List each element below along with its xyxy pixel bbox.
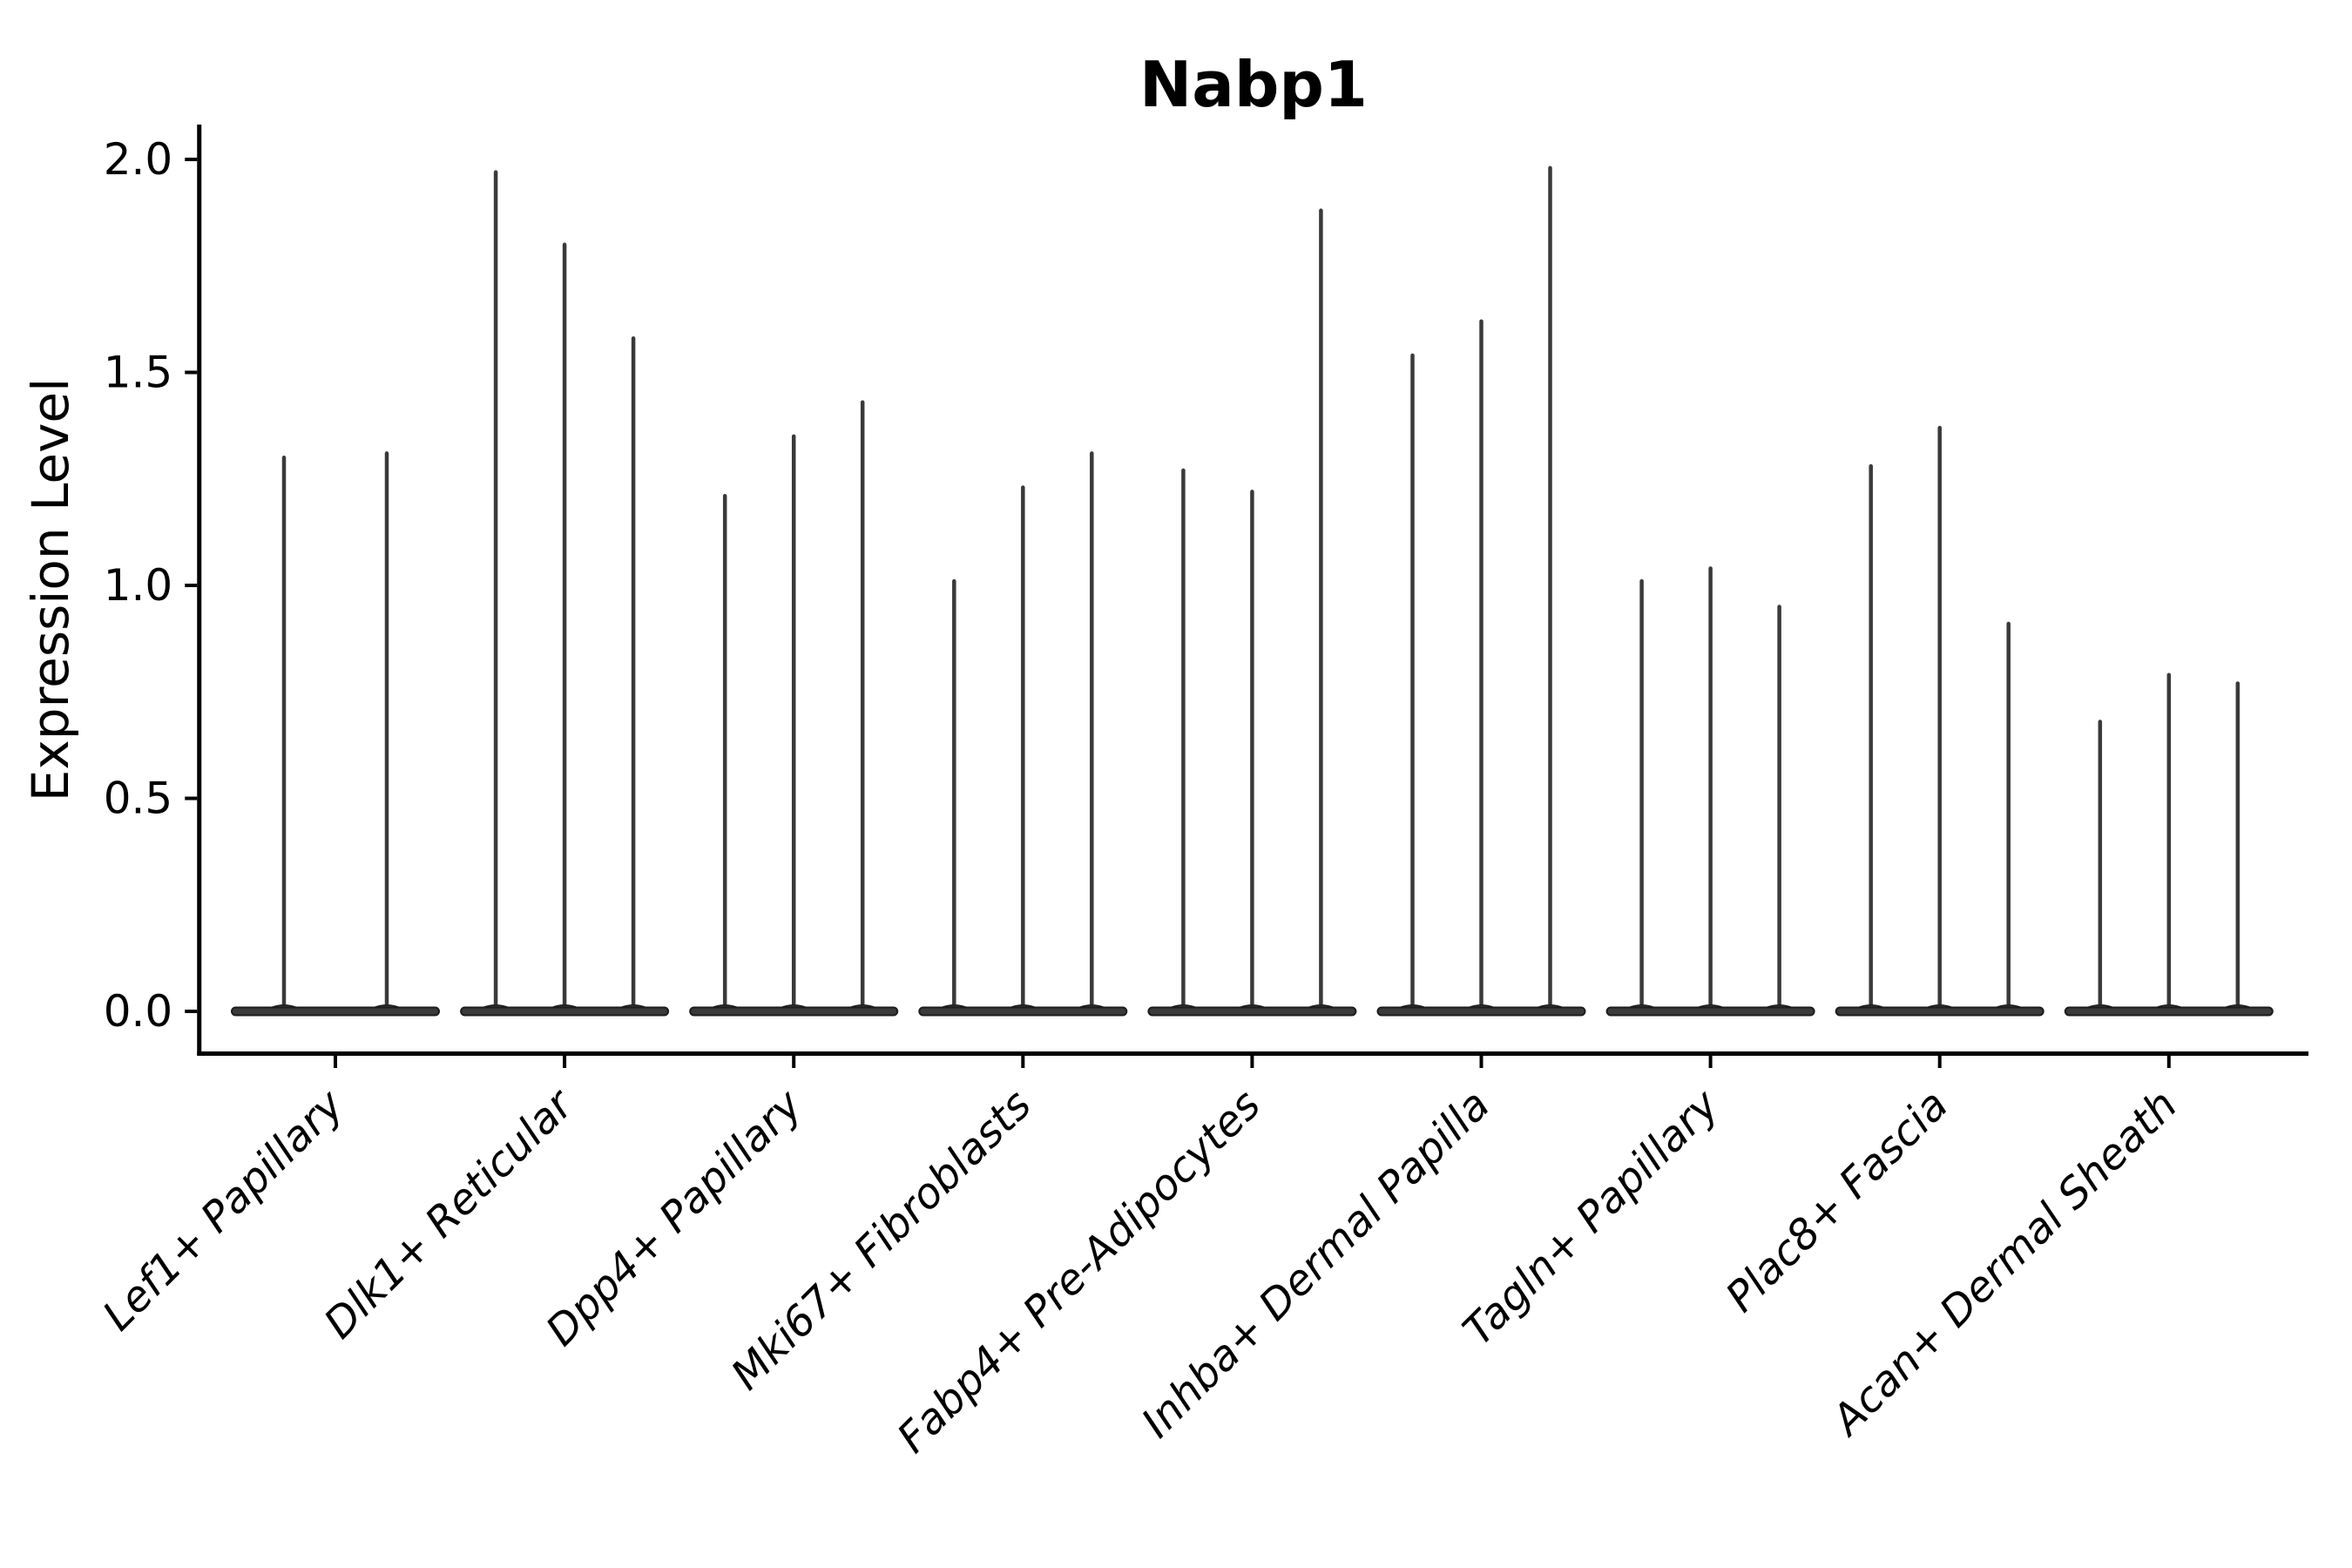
x-tick-label: Fabp4+ Pre-Adipocytes [888, 1080, 1270, 1463]
y-axis-label: Expression Level [21, 378, 80, 801]
x-tick-label: Plac8+ Fascia [1717, 1080, 1958, 1321]
violin-group-4 [1147, 208, 1357, 1017]
violin-group-6 [1605, 566, 1815, 1017]
violin-base [460, 1006, 670, 1017]
y-tick-label: 0.0 [104, 986, 173, 1037]
y-tick-label: 0.5 [104, 774, 173, 824]
violin-group-5 [1376, 166, 1586, 1017]
violin-base [1605, 1006, 1815, 1017]
y-tick-label: 1.0 [104, 560, 173, 611]
violin-base [1835, 1006, 2044, 1017]
violin-base [918, 1006, 1128, 1017]
plot-title: Nabp1 [1139, 48, 1368, 121]
violin-group-8 [2064, 672, 2274, 1017]
x-tick-label: Lef1+ Papillary [93, 1080, 354, 1341]
y-tick-label: 2.0 [104, 134, 173, 185]
violin-group-1 [460, 170, 670, 1017]
violin-group-0 [231, 451, 440, 1017]
violin-group-3 [918, 451, 1128, 1017]
violin-base [1147, 1006, 1357, 1017]
x-tick-label: Tagln+ Papillary [1454, 1080, 1729, 1355]
violin-base [1376, 1006, 1586, 1017]
violin-group-2 [689, 400, 899, 1017]
y-tick-label: 1.5 [104, 348, 173, 398]
violin-base [231, 1006, 440, 1017]
violin-group-7 [1835, 425, 2044, 1017]
violins-layer [231, 166, 2274, 1017]
x-tick-label: Dlk1+ Reticular [314, 1078, 585, 1348]
x-tick-label: Dpp4+ Papillary [537, 1080, 812, 1355]
violin-base [689, 1006, 899, 1017]
violin-base [2064, 1006, 2274, 1017]
